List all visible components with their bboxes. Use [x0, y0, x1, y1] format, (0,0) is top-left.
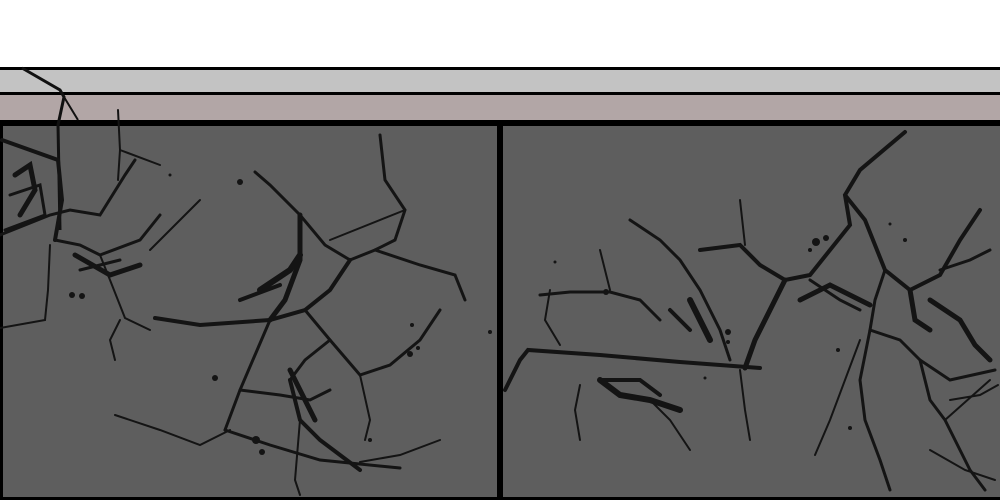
pavement-slab-left — [0, 123, 500, 500]
curb-band-strip — [0, 95, 1000, 123]
pavement-slab-right — [500, 123, 1000, 500]
curb-top-strip — [0, 67, 1000, 95]
background-sky — [0, 0, 1000, 67]
